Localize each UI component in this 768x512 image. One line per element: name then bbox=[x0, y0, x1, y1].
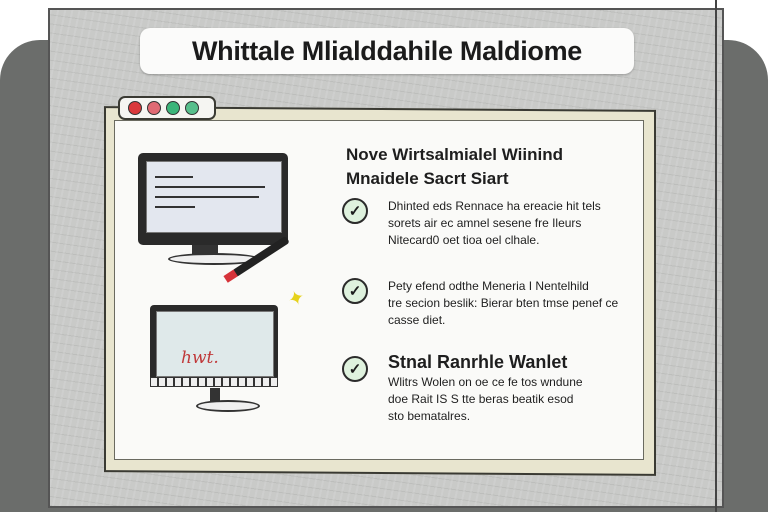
list-item-line: sto bematalres. bbox=[388, 409, 471, 423]
extra-button[interactable] bbox=[185, 101, 199, 115]
close-button[interactable] bbox=[128, 101, 142, 115]
monitor-stand bbox=[210, 388, 220, 402]
check-icon: ✓ bbox=[342, 278, 368, 304]
minimize-button[interactable] bbox=[147, 101, 161, 115]
monitor-icon bbox=[138, 153, 288, 245]
check-icon: ✓ bbox=[342, 356, 368, 382]
monitor-stand bbox=[192, 245, 218, 255]
list-item-line: Pety efend odthe Meneria I Nentelhild bbox=[388, 279, 589, 293]
page-title: Whittale Mlialddahile Maldiome bbox=[191, 35, 583, 66]
title-banner: Whittale Mlialddahile Maldiome bbox=[140, 28, 634, 74]
list-item-line: sorets air ec amnel sesene fre Ileurs bbox=[388, 216, 582, 230]
list-item-text: Wlitrs Wolen on oe ce fe tos wndune doe … bbox=[388, 374, 583, 425]
window-controls bbox=[118, 96, 216, 120]
list-item-text: Pety efend odthe Meneria I Nentelhild tr… bbox=[388, 278, 618, 329]
section-subheading: Mnaidele Sacrt Siart bbox=[346, 169, 509, 188]
keyboard-icon bbox=[150, 377, 278, 387]
list-item-line: Dhinted eds Rennace ha ereacie hit tels bbox=[388, 199, 601, 213]
board-edge bbox=[715, 0, 717, 512]
check-icon: ✓ bbox=[342, 198, 368, 224]
monitor-icon: hwt. bbox=[150, 305, 278, 387]
monitor-base bbox=[196, 400, 260, 412]
list-item-line: tre secion beslik: Bierar bten tmse pene… bbox=[388, 296, 619, 310]
text-line bbox=[155, 196, 259, 198]
text-line bbox=[155, 176, 193, 178]
monitor-screen bbox=[146, 161, 282, 233]
list-item-line: Nitecard0 oet tioa oel clhale. bbox=[388, 233, 540, 247]
list-item-line: doe Rait IS S tte beras beatik esod bbox=[388, 392, 574, 406]
handwritten-scribble: hwt. bbox=[181, 348, 219, 368]
list-item-line: casse diet. bbox=[388, 313, 446, 327]
list-item-line: Wlitrs Wolen on oe ce fe tos wndune bbox=[388, 375, 583, 389]
text-line bbox=[155, 206, 195, 208]
section-heading: Nove Wirtsalmialel Wiinind bbox=[346, 145, 563, 164]
maximize-button[interactable] bbox=[166, 101, 180, 115]
list-item-title: Stnal Ranrhle Wanlet bbox=[388, 352, 568, 372]
monitor-screen: hwt. bbox=[156, 311, 274, 377]
text-line bbox=[155, 186, 265, 188]
list-item-text: Dhinted eds Rennace ha ereacie hit tels … bbox=[388, 198, 601, 249]
